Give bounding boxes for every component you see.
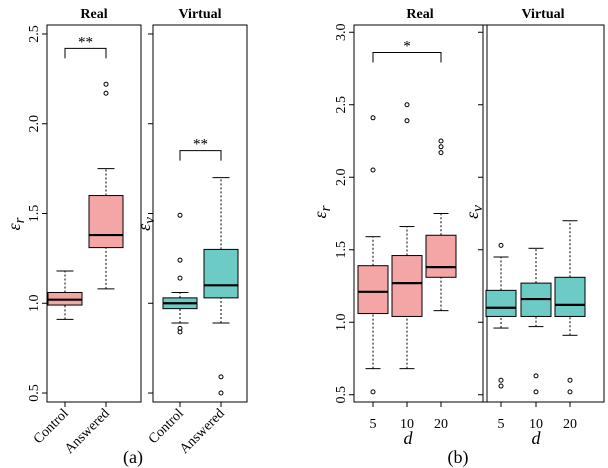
y-axis-label: εv: [134, 217, 158, 231]
x-tick-label: Answered: [177, 406, 228, 457]
y-tick-label: 1.0: [27, 295, 42, 313]
y-axis-label: εr: [4, 217, 28, 230]
y-axis-label-symbol: ε: [310, 210, 330, 218]
outlier-point: [177, 275, 183, 281]
outlier-point: [370, 389, 376, 395]
x-tick-label: 20: [563, 417, 577, 432]
outlier-point: [498, 242, 504, 248]
y-axis-label-symbol: ε: [4, 222, 24, 230]
y-tick-label: 2.5: [334, 96, 349, 114]
plot-frame: [353, 24, 488, 403]
outlier-point: [567, 389, 573, 395]
box-iqr: [203, 248, 239, 299]
significance-bracket: [179, 150, 222, 161]
y-tick-label: 2.0: [334, 169, 349, 187]
outlier-point: [103, 90, 109, 96]
outlier-point: [177, 212, 183, 218]
box-iqr: [391, 255, 423, 317]
y-tick-label: 1.0: [334, 314, 349, 332]
panel-a: Real 0.51.01.52.02.5εrControlAnswered** …: [4, 7, 248, 468]
x-tick-label: 10: [400, 417, 414, 432]
box-iqr: [88, 195, 124, 249]
panel-a-virtual-title: Virtual: [178, 7, 221, 22]
x-tick-label: 10: [529, 417, 543, 432]
box-iqr: [425, 234, 457, 278]
x-tick-label: Answered: [62, 406, 113, 457]
box-iqr: [554, 276, 586, 317]
panel-b-virtual-title: Virtual: [521, 7, 564, 22]
outlier-point: [370, 115, 376, 121]
outlier-point: [498, 383, 504, 389]
outlier-point: [438, 138, 444, 144]
outlier-point: [498, 377, 504, 383]
outlier-point: [533, 389, 539, 395]
y-tick-label: 0.5: [334, 386, 349, 404]
outlier-point: [404, 118, 410, 124]
box-iqr: [357, 265, 389, 315]
outlier-point: [533, 373, 539, 379]
significance-label: **: [78, 34, 93, 50]
y-axis-label-subscript: r: [12, 217, 28, 223]
y-axis-label-symbol: ε: [134, 223, 154, 231]
y-tick-label: 1.5: [334, 241, 349, 259]
x-tick-label: 5: [498, 417, 505, 432]
y-axis-label-subscript: r: [318, 205, 334, 211]
outlier-point: [218, 390, 224, 396]
y-axis-label: εr: [310, 205, 334, 218]
panel-b-label: (b): [448, 447, 469, 468]
outlier-point: [567, 377, 573, 383]
y-axis-label-subscript: v: [142, 217, 158, 224]
outlier-point: [103, 81, 109, 87]
panel-b-virtual: Virtual εv 5 10 20 d: [462, 7, 605, 448]
y-tick-label: 1.5: [27, 205, 42, 223]
y-axis-label-symbol: ε: [462, 211, 482, 219]
y-tick-label: 0.5: [27, 384, 42, 402]
significance-label: *: [403, 39, 411, 55]
y-axis-label-subscript: v: [470, 205, 486, 212]
y-tick-label: 3.0: [334, 24, 349, 42]
x-tick-label: 20: [434, 417, 448, 432]
panel-a-label: (a): [123, 447, 143, 468]
x-axis-label: d: [404, 428, 414, 448]
panel-b-real-title: Real: [406, 7, 433, 22]
outlier-point: [438, 150, 444, 156]
y-axis-label: εv: [462, 205, 486, 219]
panel-a-real-title: Real: [80, 7, 107, 22]
outlier-point: [404, 102, 410, 108]
outlier-point: [177, 325, 183, 331]
y-tick-label: 2.0: [27, 115, 42, 133]
box-iqr: [485, 289, 517, 317]
plot-frame: [482, 24, 605, 403]
significance-bracket: [372, 52, 442, 63]
x-tick-label: Control: [31, 406, 72, 447]
outlier-point: [177, 257, 183, 263]
y-tick-label: 2.5: [27, 25, 42, 43]
significance-bracket: [64, 47, 107, 59]
plot-frame: [152, 24, 248, 403]
x-tick-label: 5: [370, 417, 377, 432]
outlier-point: [370, 167, 376, 173]
x-tick-label: Control: [146, 406, 187, 447]
outlier-point: [438, 144, 444, 150]
x-axis-label: d: [532, 428, 542, 448]
significance-label: **: [193, 137, 208, 153]
outlier-point: [218, 374, 224, 380]
